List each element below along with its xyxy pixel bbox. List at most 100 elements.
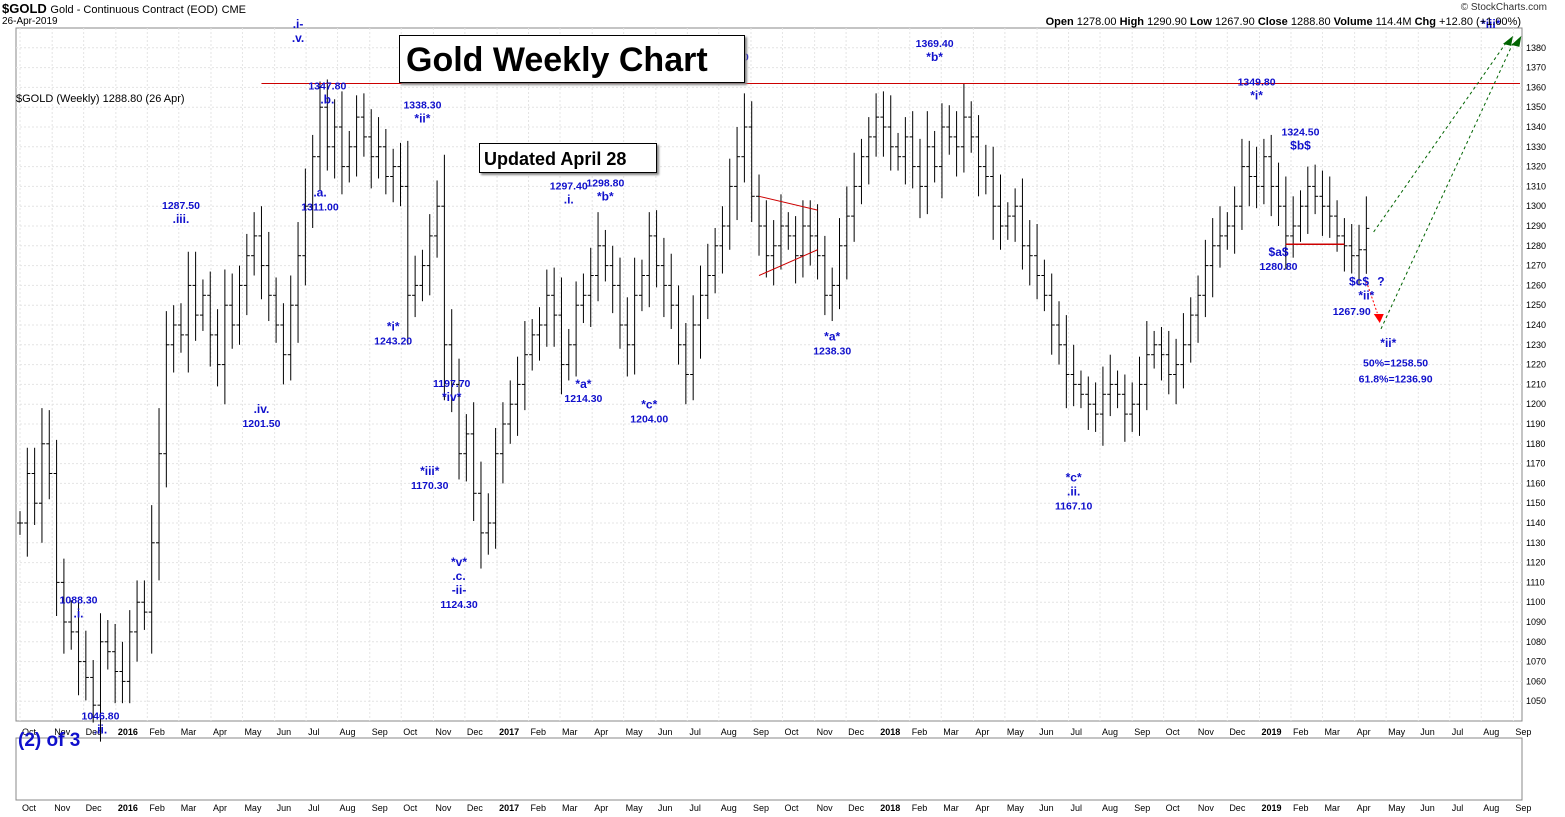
projection-line-1	[1373, 43, 1506, 233]
y-tick-label: 1170	[1526, 459, 1545, 469]
wave-label-extra: 1267.90	[1333, 306, 1371, 318]
high-value: 1290.90	[1147, 16, 1187, 28]
wave-label: 1324.50	[1282, 127, 1320, 139]
y-tick-label: 1370	[1526, 63, 1546, 73]
x-tick-label: May	[1007, 727, 1025, 737]
x-tick-label: Apr	[213, 727, 227, 737]
x-tick-label: Aug	[1483, 727, 1499, 737]
x-tick-label-lower: Dec	[1229, 803, 1246, 813]
x-tick-label-lower: Jun	[1420, 803, 1435, 813]
x-tick-label-lower: Nov	[1198, 803, 1215, 813]
y-tick-label: 1270	[1526, 261, 1546, 271]
x-tick-label-lower: Sep	[1515, 803, 1531, 813]
chart-date: 26-Apr-2019	[2, 16, 58, 27]
brand-link[interactable]: © StockCharts.com	[1460, 2, 1547, 13]
x-tick-label-lower: Oct	[784, 803, 799, 813]
x-tick-label-lower: Dec	[467, 803, 484, 813]
x-tick-label-lower: May	[244, 803, 262, 813]
y-tick-label: 1080	[1526, 637, 1546, 647]
x-tick-label-lower: Oct	[1166, 803, 1181, 813]
x-tick-label: Aug	[721, 727, 737, 737]
x-tick-label-lower: Dec	[86, 803, 103, 813]
wave-label: 1124.30	[440, 599, 478, 611]
y-tick-label: 1350	[1526, 102, 1546, 112]
x-tick-label: Apr	[975, 727, 989, 737]
projection-line-2	[1380, 43, 1514, 330]
close-label: Close	[1257, 16, 1288, 28]
x-tick-label: Oct	[403, 727, 418, 737]
y-tick-label: 1200	[1526, 399, 1546, 409]
wave-label: 1369.40	[916, 38, 954, 50]
wave-label: .iii.	[173, 212, 190, 226]
x-tick-label-lower: Jul	[1452, 803, 1464, 813]
wave-label-extra: 50%=1258.50	[1363, 358, 1428, 370]
high-label: High	[1119, 16, 1145, 28]
down-projection-line	[1365, 281, 1378, 314]
x-tick-label: Oct	[1166, 727, 1181, 737]
y-tick-label: 1050	[1526, 696, 1546, 706]
open-value: 1278.00	[1076, 16, 1117, 28]
wave-label-extra: $c$	[1349, 274, 1369, 288]
x-tick-label-lower: Nov	[817, 803, 834, 813]
wave-label: *b*	[597, 190, 614, 204]
x-tick-label-lower: Apr	[594, 803, 608, 813]
x-tick-label-lower: Aug	[340, 803, 356, 813]
y-tick-label: 1130	[1526, 538, 1545, 548]
wave-label: 1201.50	[242, 418, 280, 430]
x-tick-label: Jun	[1039, 727, 1054, 737]
wave-label: .i.	[74, 606, 84, 620]
x-tick-label-lower: Mar	[943, 803, 959, 813]
wave-label: .ii.	[1067, 484, 1080, 498]
symbol-header: $GOLD Gold - Continuous Contract (EOD) C…	[2, 1, 246, 16]
x-tick-label-lower: May	[626, 803, 644, 813]
symbol: $GOLD	[2, 1, 47, 16]
x-tick-label-lower: Apr	[975, 803, 989, 813]
volume-label: Volume	[1333, 16, 1373, 28]
x-tick-label-lower: 2018	[880, 803, 900, 813]
wave-label: *v*	[451, 555, 467, 569]
x-tick-label-lower: Apr	[1357, 803, 1371, 813]
y-tick-label: 1110	[1526, 577, 1545, 587]
y-tick-label: 1260	[1526, 280, 1546, 290]
x-tick-label: Dec	[86, 727, 103, 737]
grid-lines	[16, 28, 1522, 721]
x-tick-label: Mar	[181, 727, 197, 737]
wave-label: .b.	[320, 93, 334, 107]
wave-label: 1204.00	[630, 413, 668, 425]
y-tick-label: 1160	[1526, 478, 1545, 488]
wave-label: 1311.00	[301, 201, 339, 213]
wave-label: .ii.	[94, 723, 107, 737]
y-tick-label: 1330	[1526, 142, 1546, 152]
wave-label: 1349.80	[1238, 77, 1276, 89]
x-tick-label: Aug	[1102, 727, 1118, 737]
y-tick-label: 1250	[1526, 300, 1546, 310]
x-tick-label-lower: May	[1007, 803, 1025, 813]
wave-label: *c*	[641, 397, 657, 411]
x-tick-label-lower: Mar	[562, 803, 578, 813]
x-tick-label: Mar	[1324, 727, 1340, 737]
wave-label: -ii-	[452, 583, 467, 597]
x-tick-label: Jun	[1420, 727, 1435, 737]
y-tick-label: 1070	[1526, 657, 1546, 667]
wave-label: 1088.30	[60, 594, 98, 606]
wave-label: .i.	[564, 192, 574, 206]
wave-label-extra: *ii*	[1358, 288, 1374, 302]
update-note-box: Updated April 28	[479, 143, 657, 173]
wave-label: 1297.40	[550, 180, 588, 192]
x-tick-label-lower: Jun	[277, 803, 292, 813]
x-tick-label: Oct	[22, 727, 37, 737]
wave-label: 1214.30	[564, 393, 602, 405]
wave-label: 1197.70	[433, 378, 471, 390]
x-tick-label: May	[244, 727, 262, 737]
wave-label-extra: 61.8%=1236.90	[1359, 373, 1433, 385]
x-tick-label-lower: Aug	[721, 803, 737, 813]
y-tick-label: 1300	[1526, 201, 1546, 211]
x-tick-label-lower: Sep	[372, 803, 388, 813]
x-tick-label-lower: 2017	[499, 803, 519, 813]
x-tick-label: Sep	[1134, 727, 1150, 737]
triangle-lower-line	[758, 249, 818, 276]
volume-panel	[15, 737, 1523, 801]
y-tick-label: 1240	[1526, 320, 1546, 330]
wave-count-label: (2) of 3	[18, 730, 81, 751]
x-tick-label-lower: Feb	[149, 803, 165, 813]
